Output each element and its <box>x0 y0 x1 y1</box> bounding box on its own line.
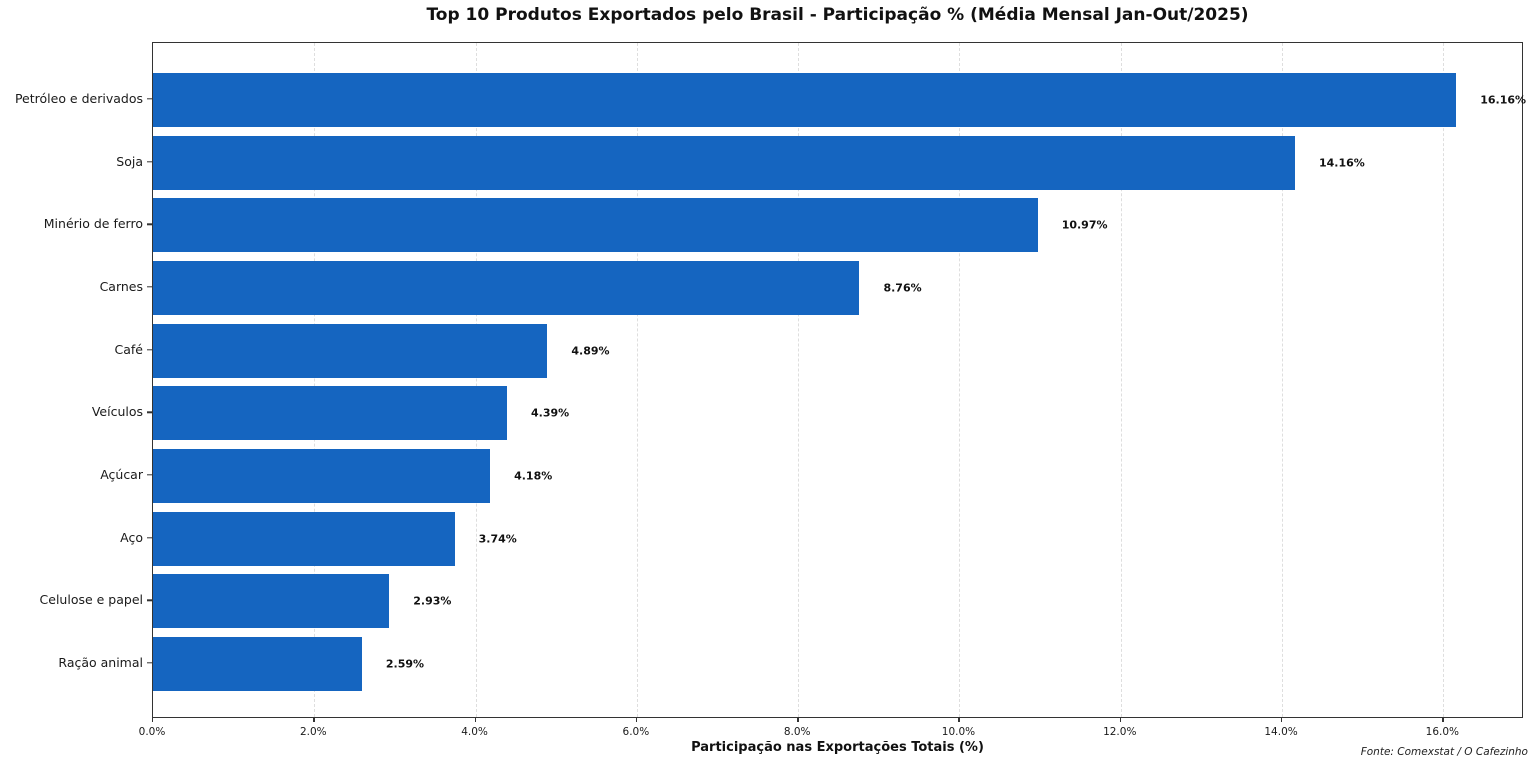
y-tick-mark <box>147 536 152 539</box>
bar-value-label: 2.59% <box>385 657 425 671</box>
x-tick-mark <box>797 718 799 722</box>
bar-7 <box>153 449 491 504</box>
y-axis-label-3: Minério de ferro <box>43 216 143 232</box>
bar-9 <box>153 574 390 629</box>
bar-10 <box>153 637 362 692</box>
x-tick-label: 10.0% <box>941 726 976 738</box>
y-axis-label-6: Veículos <box>91 404 143 420</box>
x-tick-label: 12.0% <box>1103 726 1137 738</box>
y-axis-label-1: Petróleo e derivados <box>14 90 143 106</box>
gridline-x-2 <box>314 43 316 717</box>
x-tick-mark <box>635 718 638 722</box>
y-axis-label-8: Aço <box>120 529 143 545</box>
x-tick-label: 4.0% <box>461 726 488 738</box>
bar-value-label: 8.76% <box>883 281 922 295</box>
bar-2 <box>153 135 1295 190</box>
bar-5 <box>153 323 548 378</box>
x-tick-mark <box>313 718 315 722</box>
x-tick-label: 14.0% <box>1264 726 1298 738</box>
bar-8 <box>153 511 455 566</box>
gridline-x-12 <box>1120 43 1122 717</box>
source-note: Fonte: Comexstat / O Cafezinho <box>1360 746 1528 758</box>
bar-value-label: 3.74% <box>478 532 517 546</box>
gridline-x-10 <box>959 43 961 717</box>
y-axis-label-9: Celulose e papel <box>39 592 143 608</box>
bar-value-label: 4.39% <box>531 406 570 420</box>
y-axis-label-2: Soja <box>116 153 143 169</box>
gridline-x-8 <box>798 43 800 717</box>
x-tick-label: 6.0% <box>622 726 650 738</box>
y-axis-label-7: Açúcar <box>100 466 143 482</box>
bar-value-label: 4.89% <box>571 344 610 358</box>
bar-value-label: 14.16% <box>1318 156 1365 170</box>
x-tick-mark <box>474 718 476 722</box>
gridline-x-6 <box>636 43 638 717</box>
gridline-x-14 <box>1282 43 1284 717</box>
y-tick-mark <box>147 286 152 288</box>
x-tick-mark <box>958 718 960 722</box>
bar-6 <box>153 386 508 441</box>
bar-value-label: 4.18% <box>514 469 553 483</box>
y-tick-mark <box>147 411 152 414</box>
x-tick-label: 0.0% <box>138 726 166 738</box>
x-tick-label: 16.0% <box>1425 726 1460 738</box>
y-tick-mark <box>147 223 152 226</box>
bar-value-label: 16.16% <box>1480 93 1527 107</box>
bar-4 <box>153 261 860 315</box>
x-axis-label: Participação nas Exportações Totais (%) <box>691 740 984 755</box>
bar-1 <box>153 73 1457 127</box>
x-tick-mark <box>1442 718 1444 722</box>
gridline-x-4 <box>475 43 477 717</box>
y-tick-mark <box>147 662 152 664</box>
plot-area: 16.16% 14.16% 10.97% 8.76% 4.89% 4.39% 4.18% 3.… <box>152 42 1527 718</box>
x-tick-label: 2.0% <box>299 726 327 738</box>
chart-title: Top 10 Produtos Exportados pelo Brasil -… <box>426 5 1249 25</box>
bar-3 <box>153 198 1038 253</box>
y-tick-mark <box>147 348 152 351</box>
y-axis-label-4: Carnes <box>99 278 143 294</box>
bar-value-label: 10.97% <box>1061 218 1108 232</box>
y-axis-label-5: Café <box>114 341 143 357</box>
y-tick-mark <box>147 98 152 100</box>
gridline-x-16 <box>1443 43 1445 717</box>
y-tick-mark <box>147 474 152 476</box>
y-axis-label-10: Ração animal <box>58 654 143 670</box>
y-tick-mark <box>147 160 152 163</box>
x-tick-label: 8.0% <box>783 726 811 738</box>
x-tick-mark <box>152 718 154 722</box>
x-tick-mark <box>1119 718 1122 722</box>
x-tick-mark <box>1281 718 1283 722</box>
bar-value-label: 2.93% <box>413 594 452 608</box>
y-tick-mark <box>147 599 152 602</box>
